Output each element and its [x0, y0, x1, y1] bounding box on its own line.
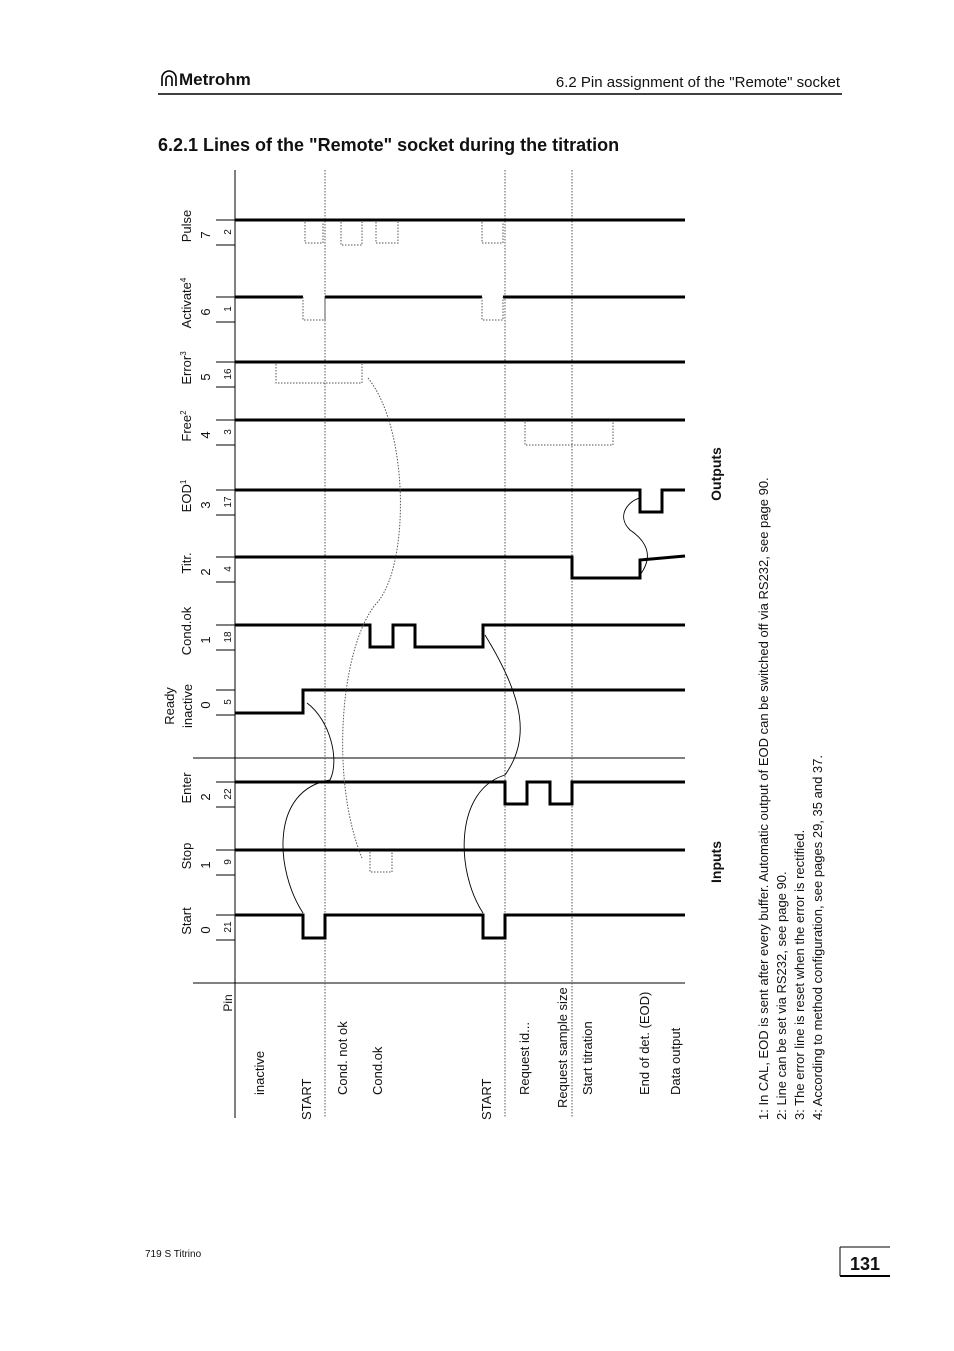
pin-number: 21: [223, 921, 234, 933]
arrows: [282, 377, 648, 914]
signal-name: Stop: [179, 843, 194, 870]
footnotes: 1: In CAL, EOD is sent after every buffe…: [756, 477, 825, 1120]
pin-number: 5: [223, 699, 234, 705]
pin-number: 17: [223, 496, 234, 508]
heading: 6.2.1 Lines of the "Remote" socket durin…: [158, 135, 619, 155]
signal-number: 6: [198, 308, 213, 315]
pin-label: Pin: [221, 994, 235, 1011]
pin-number: 9: [223, 859, 234, 865]
footnote-ref: 3: [179, 351, 188, 356]
waveforms: [235, 218, 686, 940]
pin-number: 18: [223, 631, 234, 643]
signal-number: 1: [198, 636, 213, 643]
footnote: 4: According to method configuration, se…: [810, 755, 825, 1120]
event-label: Cond. not ok: [335, 1021, 350, 1095]
page-number: 131: [850, 1254, 880, 1274]
signal-name: Start: [179, 907, 194, 935]
signal-name-text: Pulse: [179, 210, 194, 243]
footnote-ref: 4: [179, 277, 188, 282]
signal-name: Ready: [162, 687, 177, 725]
event-label: Data output: [668, 1027, 683, 1095]
signal-name: Pulse: [179, 210, 194, 243]
event-label: START: [299, 1079, 314, 1120]
event-label: Start titration: [580, 1021, 595, 1095]
logo-text: Metrohm: [179, 70, 251, 89]
footnote-ref: 1: [179, 479, 188, 484]
event-label: inactive: [252, 1051, 267, 1095]
signal-number: 1: [198, 861, 213, 868]
signal-name: Cond.ok: [179, 606, 194, 655]
footnote: 3: The error line is reset when the erro…: [792, 830, 807, 1120]
signal-number: 2: [198, 793, 213, 800]
footnote: 1: In CAL, EOD is sent after every buffe…: [756, 477, 771, 1120]
pin-number: 22: [223, 788, 234, 800]
signal-name-text: Error: [179, 355, 194, 385]
event-label: Cond.ok: [370, 1046, 385, 1095]
section-title: 6.2 Pin assignment of the "Remote" socke…: [556, 74, 841, 91]
inputs-label: Inputs: [708, 841, 724, 883]
signal-number: 0: [198, 701, 213, 708]
diagram-frame: [193, 170, 685, 1118]
signal-number: 4: [198, 431, 213, 438]
footnote: 2: Line can be set via RS232, see page 9…: [774, 871, 789, 1120]
signal-name: Free2: [179, 410, 194, 442]
footer-product: 719 S Titrino: [145, 1249, 202, 1260]
signal-name: Activate4: [179, 277, 194, 328]
signal-name-text: Cond.ok: [179, 606, 194, 655]
signal-name-text: Titr.: [179, 552, 194, 573]
signal-name: Enter: [179, 772, 194, 804]
event-labels: inactive START Cond. not ok Cond.ok START Req…: [252, 987, 683, 1120]
signal-number: 5: [198, 373, 213, 380]
event-label: Request id...: [517, 1022, 532, 1095]
signal-name-text: Free: [179, 415, 194, 442]
event-label: End of det. (EOD): [637, 992, 652, 1095]
pin-number: 4: [223, 566, 234, 572]
signal-number: 3: [198, 501, 213, 508]
logo: Metrohm: [161, 70, 251, 89]
pin-number: 2: [223, 229, 234, 235]
event-label: START: [479, 1079, 494, 1120]
signal-name-text: Activate: [179, 282, 194, 328]
signal-name: Error3: [179, 351, 194, 385]
signal-name-text: Stop: [179, 843, 194, 870]
signal-number: 7: [198, 231, 213, 238]
signal-number: 0: [198, 926, 213, 933]
signal-name: Titr.: [179, 552, 194, 573]
pin-number: 1: [223, 306, 234, 312]
signal-name-text: Start: [179, 907, 194, 935]
outputs-label: Outputs: [708, 447, 724, 501]
footnote-ref: 2: [179, 410, 188, 415]
signal-name-text: Enter: [179, 772, 194, 804]
signal-name: EOD1: [179, 479, 194, 512]
event-label: Request sample size: [555, 987, 570, 1108]
signal-name-text: EOD: [179, 484, 194, 512]
signal-name: inactive: [180, 684, 195, 728]
pin-number: 3: [223, 429, 234, 435]
pin-number: 16: [223, 368, 234, 380]
signal-number: 2: [198, 568, 213, 575]
